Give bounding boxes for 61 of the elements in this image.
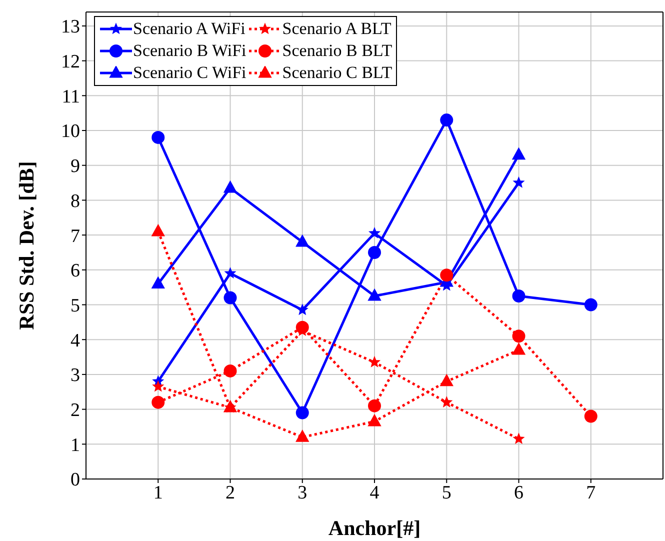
y-tick-label: 9 [70,156,80,178]
point [368,246,381,259]
point [512,290,526,303]
point [152,130,165,144]
y-tick-label: 11 [62,86,80,108]
point [513,433,524,444]
point [440,268,454,282]
legend-label: Scenario A WiFi [133,18,246,40]
point [368,399,381,412]
point [296,430,309,442]
point [512,342,526,355]
y-tick-label: 7 [70,226,80,247]
legend-label: Scenario B WiFi [133,40,246,62]
x-axis-title: Anchor[#] [328,516,421,540]
x-tick-label: 5 [442,482,452,504]
point [368,288,381,301]
point [152,396,165,409]
point [152,276,165,289]
y-tick-label: 6 [70,260,80,282]
point [368,414,381,426]
legend-label: Scenario C BLT [282,62,392,84]
point [224,291,237,304]
y-tick-label: 8 [70,190,80,212]
x-tick-label: 2 [226,482,235,504]
x-tick-label: 1 [153,482,163,504]
point [224,364,237,378]
y-tick-label: 10 [61,121,80,142]
y-tick-label: 1 [70,434,80,456]
point [440,114,454,127]
legend-label: Scenario A BLT [282,18,392,40]
point [584,410,598,423]
point [296,406,309,420]
x-tick-label: 4 [370,482,380,504]
y-tick-label: 3 [70,365,80,386]
y-tick-label: 0 [70,470,80,491]
x-tick-label: 6 [514,482,524,504]
legend-label: Scenario B BLT [282,40,392,62]
point [369,356,380,367]
x-tick-label: 3 [298,482,308,504]
point [152,224,165,236]
point [296,320,309,334]
point [513,177,524,188]
point [512,330,526,343]
y-tick-label: 5 [70,295,80,316]
y-tick-label: 13 [61,16,80,38]
point [224,268,236,278]
y-tick-label: 2 [70,400,80,422]
point [224,180,237,193]
point [296,234,309,247]
point [512,148,526,160]
point [584,298,598,312]
y-axis-title: RSS Std. Dev. [dB] [14,161,38,330]
x-tick-label: 7 [586,482,596,504]
y-tick-label: 12 [61,52,80,73]
point [297,304,308,315]
legend-label: Scenario C WiFi [133,62,246,84]
point [152,381,164,392]
point [440,374,454,386]
point [369,228,380,238]
point [441,396,452,407]
y-tick-label: 4 [70,330,80,352]
